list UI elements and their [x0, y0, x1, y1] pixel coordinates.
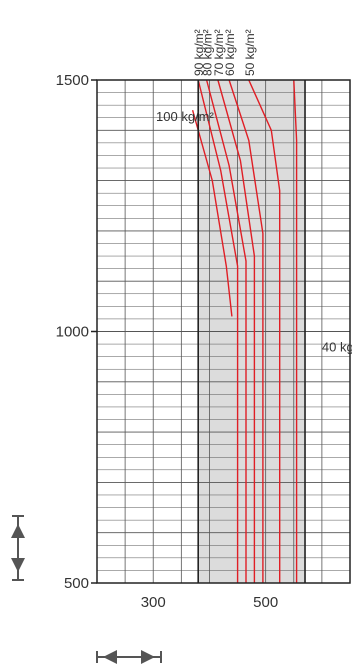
series-layer — [191, 79, 298, 583]
horizontal-range-arrow-icon — [96, 650, 162, 664]
grid — [97, 80, 350, 583]
y-tick-label: 1500 — [56, 72, 89, 89]
series-line — [205, 79, 247, 583]
annotations: 100 kg/m² 40 kg/m² — [156, 109, 352, 354]
series-label: 70 kg/m² — [212, 29, 226, 76]
y-tick-label: 500 — [64, 575, 89, 592]
annotation-label: 40 kg/m² — [322, 340, 352, 355]
series-label: 80 kg/m² — [201, 29, 215, 76]
vertical-range-arrow-icon — [11, 515, 25, 581]
series-label: 50 kg/m² — [243, 29, 257, 76]
series-line — [248, 79, 281, 583]
series-line — [228, 79, 264, 583]
series-line — [293, 79, 298, 583]
series-line — [217, 79, 256, 583]
x-tick-label: 300 — [141, 594, 166, 611]
tick-labels: 500 1000 1500 300 500 — [56, 72, 279, 611]
y-tick-label: 1000 — [56, 324, 89, 341]
series-line — [191, 110, 233, 317]
series-line — [197, 79, 239, 583]
x-tick-label: 500 — [253, 594, 278, 611]
series-label: 90 kg/m² — [192, 29, 206, 76]
series-label: 60 kg/m² — [223, 29, 237, 76]
annotation-label: 100 kg/m² — [156, 109, 214, 124]
